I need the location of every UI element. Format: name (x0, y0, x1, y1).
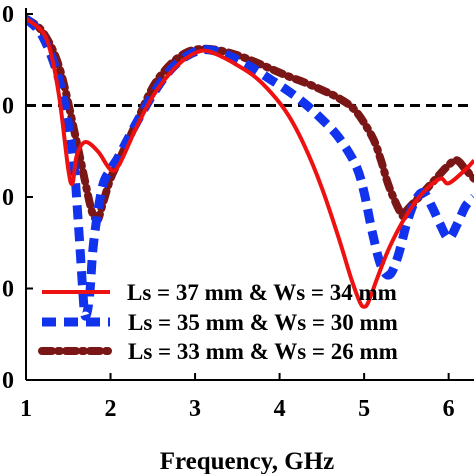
tick-label-layer: 1 2 3 4 5 6 0 0 0 0 0 (2, 2, 455, 422)
x-axis-title: Frequency, GHz (160, 448, 335, 474)
x-tick-label: 4 (274, 396, 286, 422)
legend: Ls = 37 mm & Ws = 34 mm Ls = 35 mm & Ws =… (38, 280, 398, 364)
series-line-2 (26, 15, 474, 321)
y-tick-label: 0 (2, 277, 14, 303)
x-tick-label: 5 (358, 396, 370, 422)
series-line-3 (26, 14, 474, 225)
axes-layer (25, 8, 474, 381)
y-tick-label: 0 (2, 2, 14, 28)
x-tick-label: 1 (20, 396, 32, 422)
x-tick-label: 2 (105, 396, 117, 422)
legend-label-1: Ls = 37 mm & Ws = 34 mm (127, 280, 397, 305)
legend-label-2: Ls = 35 mm & Ws = 30 mm (128, 310, 398, 335)
series-line-1 (26, 16, 474, 309)
x-tick-label: 3 (189, 396, 201, 422)
legend-label-3: Ls = 33 mm & Ws = 26 mm (128, 339, 398, 364)
x-tick-label: 6 (443, 396, 455, 422)
y-tick-label: 0 (2, 368, 14, 394)
y-tick-label: 0 (2, 94, 14, 120)
y-tick-label: 0 (2, 185, 14, 211)
curve-layer (26, 14, 474, 321)
